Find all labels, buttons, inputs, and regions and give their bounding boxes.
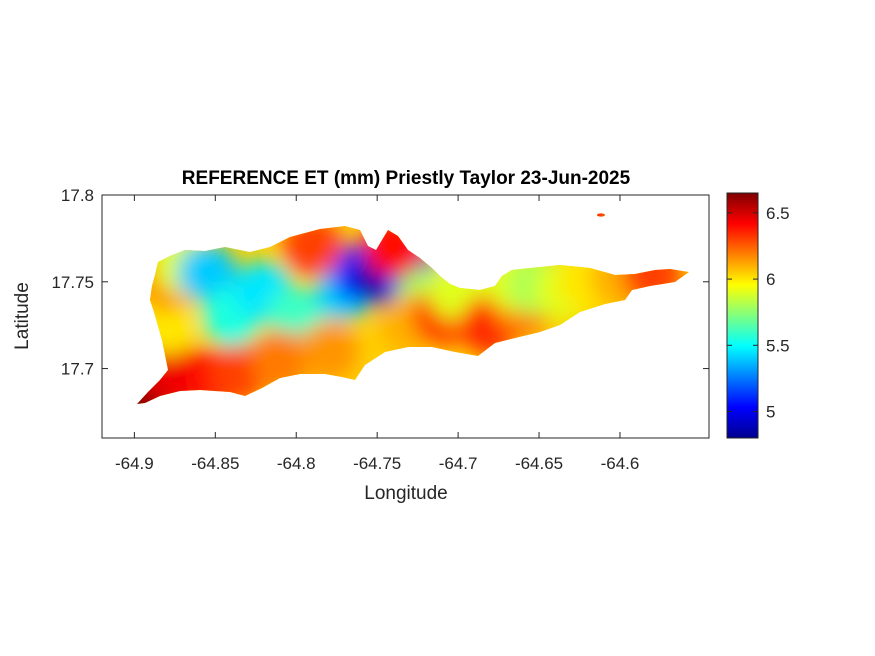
x-tick-label: -64.7	[439, 454, 478, 473]
x-tick-label: -64.85	[191, 454, 239, 473]
x-tick-label: -64.75	[353, 454, 401, 473]
y-tick-label: 17.8	[61, 186, 94, 205]
axis-ticks: -64.9 -64.85 -64.8 -64.75 -64.7 -64.65 -64.6 17…	[51, 186, 709, 473]
x-tick-label: -64.6	[601, 454, 640, 473]
x-tick-label: -64.8	[277, 454, 316, 473]
colorbar-tick-label: 5	[766, 403, 775, 422]
et-value-cell	[298, 321, 359, 382]
colorbar-ticks: 5 5.5 6 6.5	[727, 204, 790, 422]
x-tick-label: -64.9	[115, 454, 154, 473]
colorbar-tick-label: 5.5	[766, 336, 790, 355]
colorbar-tick-label: 6.5	[766, 204, 790, 223]
y-tick-label: 17.7	[61, 360, 94, 379]
x-tick-label: -64.65	[515, 454, 563, 473]
y-tick-label: 17.75	[51, 273, 94, 292]
plot-frame	[101, 194, 710, 439]
chart-title: REFERENCE ET (mm) Priestly Taylor 23-Jun…	[182, 168, 631, 189]
y-axis-label: Latitude	[12, 282, 33, 350]
et-value-cell	[250, 329, 311, 390]
colorbar	[726, 192, 759, 439]
colorbar-tick-label: 6	[766, 270, 775, 289]
x-axis-label: Longitude	[364, 483, 447, 504]
